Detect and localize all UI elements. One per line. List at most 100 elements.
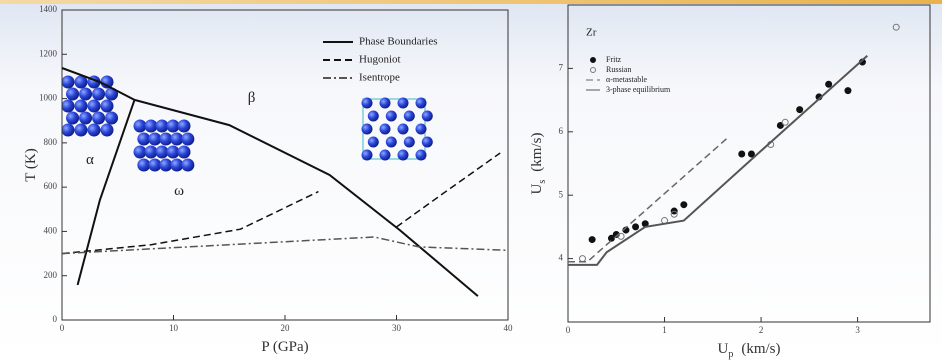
- series-line: [61, 67, 479, 297]
- top-bar: [0, 0, 942, 4]
- y-tick-label: 1200: [39, 48, 58, 58]
- atom: [155, 119, 169, 133]
- atom: [92, 87, 106, 101]
- atom: [74, 123, 88, 137]
- y-tick-label: 7: [559, 62, 564, 72]
- label-sub: s: [537, 180, 548, 184]
- x-tick-label: 0: [566, 325, 571, 335]
- chart-title: Zr: [586, 27, 597, 39]
- x-tick-label: 1: [662, 325, 667, 335]
- y-tick-label: 600: [44, 181, 58, 191]
- legend-label: Isentrope: [359, 72, 400, 84]
- atom: [170, 158, 184, 172]
- data-point: [781, 118, 789, 126]
- legend-marker: [590, 67, 596, 73]
- atom: [415, 149, 427, 161]
- atom: [397, 97, 409, 109]
- legend-marker: [590, 57, 596, 63]
- label-main: P (GPa): [261, 339, 308, 355]
- data-point: [776, 121, 784, 129]
- atom: [61, 123, 75, 137]
- data-point: [747, 150, 755, 158]
- label-main: U: [529, 183, 545, 194]
- data-point: [632, 223, 640, 231]
- y-tick-label: 200: [44, 270, 58, 280]
- atom: [100, 123, 114, 137]
- x-tick-label: 20: [281, 323, 291, 333]
- atom: [133, 145, 147, 159]
- atom: [159, 132, 173, 146]
- atom: [379, 97, 391, 109]
- label-sub: p: [728, 349, 733, 360]
- label-unit: (km/s): [529, 133, 545, 172]
- atom: [415, 97, 427, 109]
- series-line: [568, 137, 728, 263]
- atom: [159, 158, 173, 172]
- crystal-images: [61, 75, 433, 172]
- x-tick-label: 40: [504, 323, 514, 333]
- atom: [379, 149, 391, 161]
- atom: [397, 149, 409, 161]
- atom: [79, 87, 93, 101]
- y-tick-label: 5: [559, 189, 564, 199]
- x-tick-label: 30: [392, 323, 402, 333]
- atom: [385, 110, 397, 122]
- atom: [148, 132, 162, 146]
- legend-label: Phase Boundaries: [359, 36, 438, 48]
- series-line: [61, 236, 509, 255]
- legend-label: Russian: [606, 65, 631, 74]
- x-tick-label: 2: [759, 325, 764, 335]
- data-point: [844, 87, 852, 95]
- atom: [92, 111, 106, 125]
- label-main: U: [717, 341, 728, 357]
- series-line: [61, 152, 501, 255]
- atom: [367, 136, 379, 148]
- series-line: [568, 54, 868, 266]
- atom: [66, 111, 80, 125]
- atom: [181, 158, 195, 172]
- y-tick-label: 1400: [39, 4, 58, 14]
- y-tick-label: 400: [44, 225, 58, 235]
- atom: [61, 99, 75, 113]
- annotation: ω: [174, 183, 184, 199]
- atom: [421, 136, 433, 148]
- atom: [379, 123, 391, 135]
- atom: [361, 149, 373, 161]
- atom: [181, 132, 195, 146]
- y-axis-label: T (K): [23, 148, 39, 181]
- data-point: [738, 150, 746, 158]
- data-point: [825, 80, 833, 88]
- atom: [166, 119, 180, 133]
- atom: [415, 123, 427, 135]
- y-tick-label: 0: [53, 314, 58, 324]
- y-tick-label: 6: [559, 126, 564, 136]
- atom: [61, 75, 75, 89]
- atom: [105, 111, 119, 125]
- atom: [177, 145, 191, 159]
- x-tick-label: 3: [855, 325, 860, 335]
- atom: [177, 119, 191, 133]
- x-tick-label: 10: [169, 323, 179, 333]
- x-axis-label: P (GPa): [261, 339, 308, 355]
- data-point: [670, 210, 678, 218]
- atom: [137, 132, 151, 146]
- atom: [100, 75, 114, 89]
- atom: [133, 119, 147, 133]
- x-tick-label: 0: [60, 323, 65, 333]
- y-tick-label: 4: [559, 253, 564, 263]
- atom: [137, 158, 151, 172]
- atom: [144, 145, 158, 159]
- data-point: [617, 232, 625, 240]
- atom: [403, 136, 415, 148]
- atom: [87, 99, 101, 113]
- atom: [79, 111, 93, 125]
- data-point: [892, 23, 900, 31]
- y-tick-label: 800: [44, 137, 58, 147]
- atom: [87, 123, 101, 137]
- plot-area: [567, 4, 931, 323]
- y-axis-label: Us (km/s): [529, 133, 548, 195]
- legend-label: 3-phase equilibrium: [606, 85, 671, 94]
